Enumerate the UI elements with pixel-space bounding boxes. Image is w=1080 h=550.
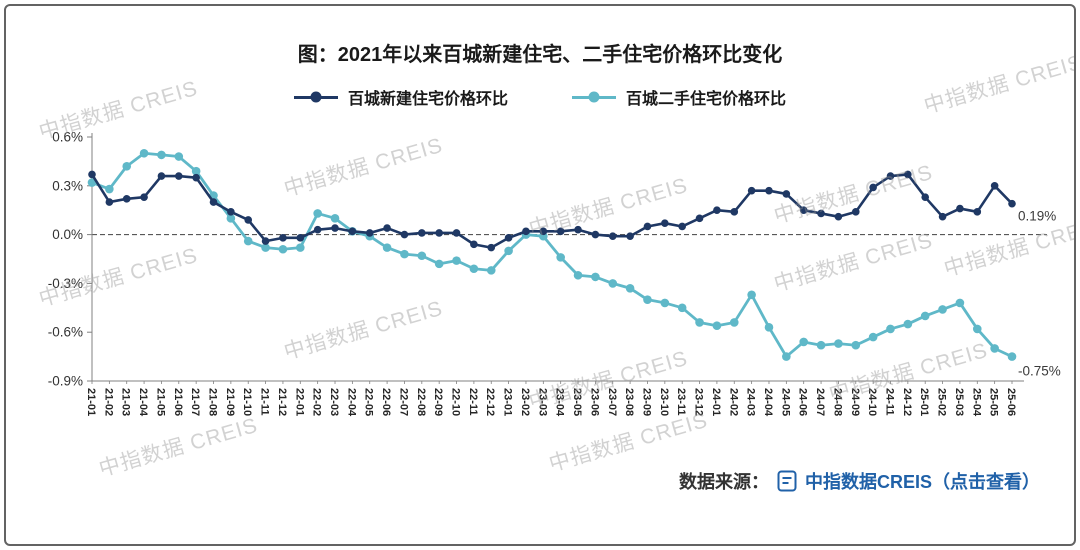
svg-text:25-05: 25-05 (988, 388, 1000, 416)
svg-text:24-10: 24-10 (866, 388, 878, 416)
chart-title: 图：2021年以来百城新建住宅、二手住宅价格环比变化 (297, 44, 783, 66)
svg-text:22-08: 22-08 (415, 388, 427, 416)
svg-text:22-06: 22-06 (380, 388, 392, 416)
svg-text:25-04: 25-04 (970, 388, 982, 417)
svg-text:24-05: 24-05 (779, 388, 791, 416)
legend-line-marker-second-hand (572, 91, 616, 103)
svg-text:25-06: 25-06 (1005, 388, 1017, 416)
svg-text:23-07: 23-07 (606, 388, 618, 416)
legend-item-second-hand: 百城二手住宅价格环比 (572, 85, 786, 109)
svg-text:21-09: 21-09 (224, 388, 236, 416)
svg-text:22-11: 22-11 (467, 388, 479, 416)
svg-text:24-08: 24-08 (831, 388, 843, 416)
svg-text:24-09: 24-09 (849, 388, 861, 416)
svg-text:21-05: 21-05 (154, 388, 166, 416)
svg-text:24-07: 24-07 (814, 388, 826, 416)
data-source-row: 数据来源： 中指数据CREIS（点击查看） (6, 468, 1074, 494)
svg-text:24-03: 24-03 (745, 388, 757, 416)
svg-text:21-01: 21-01 (85, 388, 97, 416)
svg-text:22-03: 22-03 (328, 388, 340, 416)
svg-text:22-01: 22-01 (293, 388, 305, 416)
svg-text:22-12: 22-12 (484, 388, 496, 416)
svg-text:24-02: 24-02 (727, 388, 739, 416)
svg-text:22-10: 22-10 (450, 388, 462, 416)
legend-item-new-homes: 百城新建住宅价格环比 (293, 85, 508, 109)
svg-text:0.6%: 0.6% (52, 130, 83, 145)
legend-label-second-hand: 百城二手住宅价格环比 (626, 91, 787, 108)
svg-text:21-02: 21-02 (102, 388, 114, 416)
creis-logo-icon (777, 470, 797, 492)
svg-text:-0.3%: -0.3% (48, 276, 83, 291)
svg-text:23-03: 23-03 (536, 388, 548, 416)
svg-text:23-06: 23-06 (588, 388, 600, 416)
svg-text:24-04: 24-04 (762, 388, 774, 417)
svg-text:24-11: 24-11 (883, 388, 895, 416)
svg-text:22-09: 22-09 (432, 388, 444, 416)
svg-text:23-04: 23-04 (554, 388, 566, 417)
svg-text:23-11: 23-11 (675, 388, 687, 416)
legend: 百城新建住宅价格环比 百城二手住宅价格环比 (6, 85, 1074, 109)
svg-text:23-09: 23-09 (640, 388, 652, 416)
svg-text:0.3%: 0.3% (52, 178, 83, 193)
svg-text:21-11: 21-11 (259, 388, 271, 416)
legend-label-new-homes: 百城新建住宅价格环比 (347, 91, 508, 108)
svg-text:23-12: 23-12 (693, 388, 705, 416)
data-source-link[interactable]: 中指数据CREIS（点击查看） (804, 472, 1040, 492)
svg-text:25-01: 25-01 (918, 388, 930, 416)
legend-dot-second-hand (588, 91, 600, 103)
svg-text:0.19%: 0.19% (1018, 209, 1056, 224)
svg-text:22-04: 22-04 (345, 388, 357, 417)
data-source-label: 数据来源： (678, 472, 769, 492)
price-trend-chart-svg: 0.6% 0.3% 0.0% -0.3% -0.6% -0.9%21-01 21-02 21-… (48, 130, 1061, 418)
svg-text:0.0%: 0.0% (52, 227, 83, 242)
svg-text:21-07: 21-07 (189, 388, 201, 416)
svg-text:22-05: 22-05 (363, 388, 375, 416)
svg-text:23-10: 23-10 (658, 388, 670, 416)
svg-text:-0.75%: -0.75% (1018, 364, 1061, 379)
svg-text:23-02: 23-02 (519, 388, 531, 416)
svg-text:21-10: 21-10 (241, 388, 253, 416)
svg-text:21-12: 21-12 (276, 388, 288, 416)
svg-text:21-08: 21-08 (207, 388, 219, 416)
svg-text:21-06: 21-06 (172, 388, 184, 416)
svg-text:24-01: 24-01 (710, 388, 722, 416)
svg-text:23-01: 23-01 (502, 388, 514, 416)
svg-text:21-04: 21-04 (137, 388, 149, 417)
legend-line-marker-new-homes (293, 91, 338, 103)
svg-text:-0.9%: -0.9% (48, 374, 83, 389)
svg-text:-0.6%: -0.6% (48, 325, 83, 340)
svg-text:24-06: 24-06 (797, 388, 809, 416)
svg-text:23-05: 23-05 (571, 388, 583, 416)
svg-text:25-02: 25-02 (936, 388, 948, 416)
svg-text:21-03: 21-03 (120, 388, 132, 416)
svg-text:22-07: 22-07 (397, 388, 409, 416)
chart-frame: 图：2021年以来百城新建住宅、二手住宅价格环比变化 百城新建住宅价格环比 百城… (4, 4, 1076, 546)
svg-text:24-12: 24-12 (901, 388, 913, 416)
svg-text:23-08: 23-08 (623, 388, 635, 416)
chart-plot-area: 0.6% 0.3% 0.0% -0.3% -0.6% -0.9% 21-01 21-02 21-… (22, 123, 1074, 466)
svg-text:22-02: 22-02 (311, 388, 323, 416)
legend-dot-new-homes (310, 91, 322, 103)
svg-text:25-03: 25-03 (953, 388, 965, 416)
